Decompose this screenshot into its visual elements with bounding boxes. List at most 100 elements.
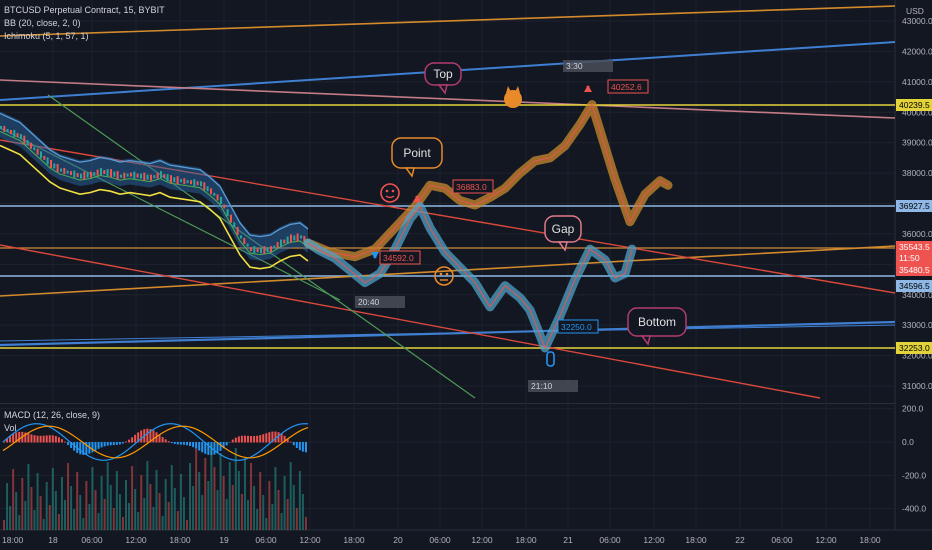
callout-bubble xyxy=(391,137,443,169)
macd-histogram-bar xyxy=(57,437,60,443)
volume-bar xyxy=(88,504,91,530)
legend-vol[interactable]: Vol xyxy=(4,423,17,433)
macd-histogram-bar xyxy=(134,434,137,443)
price-label-box xyxy=(379,250,421,265)
time-label: 3:30 xyxy=(566,61,583,71)
volume-bar xyxy=(131,466,134,530)
macd-histogram-bar xyxy=(240,435,243,443)
smile-face-icon xyxy=(380,183,400,203)
macd-histogram-bar xyxy=(237,436,240,443)
cat-icon-ear xyxy=(506,86,511,93)
macd-histogram-bar xyxy=(176,442,179,445)
volume-bar xyxy=(198,472,201,530)
macd-histogram-bar xyxy=(292,442,295,446)
volume-bar xyxy=(237,471,240,530)
macd-histogram-bar xyxy=(274,431,277,443)
macd-histogram-bar xyxy=(85,442,88,455)
volume-bar xyxy=(146,461,149,530)
volume-bar xyxy=(167,502,170,530)
candle xyxy=(56,164,59,173)
candle xyxy=(176,176,179,185)
volume-bar xyxy=(182,497,185,530)
x-tick-label: 18 xyxy=(48,535,58,545)
macd-histogram-bar xyxy=(118,442,121,445)
macd-histogram-bar xyxy=(94,442,97,451)
trend-line xyxy=(0,244,821,399)
macd-histogram-bar xyxy=(39,435,42,443)
legend-macd[interactable]: MACD (12, 26, close, 9) xyxy=(4,410,101,420)
macd-histogram-bar xyxy=(213,442,216,455)
macd-histogram-bar xyxy=(179,442,182,445)
candle xyxy=(206,186,209,192)
price-label-box xyxy=(557,319,599,334)
macd-histogram-bar xyxy=(97,442,100,449)
candle xyxy=(93,172,96,176)
candle xyxy=(140,173,142,179)
volume-bar xyxy=(118,494,121,530)
x-tick-label: 12:00 xyxy=(815,535,837,545)
volume-bar xyxy=(137,512,140,530)
volume-bar xyxy=(201,495,204,530)
volume-bar xyxy=(164,479,167,530)
candle xyxy=(6,129,9,132)
macd-histogram-bar xyxy=(6,438,9,443)
macd-histogram-bar xyxy=(161,437,164,443)
legend-symbol[interactable]: BTCUSD Perpetual Contract, 15, BYBIT xyxy=(4,5,165,15)
candle xyxy=(256,248,259,253)
volume-bar xyxy=(186,520,188,530)
orange-projection-line xyxy=(307,103,669,258)
candle xyxy=(210,188,212,195)
axis-price-label: 35480.5 xyxy=(899,265,930,275)
candle xyxy=(73,170,76,178)
candle xyxy=(156,172,159,179)
y-tick-label: 40000.0 xyxy=(902,107,932,117)
volume-bar xyxy=(134,489,137,530)
macd-histogram-bar xyxy=(137,432,140,443)
candle xyxy=(23,135,26,144)
legend-ichimoku[interactable]: Ichimoku (5, 1, 57, 1) xyxy=(4,31,89,41)
macd-histogram-bar xyxy=(109,442,112,446)
callout-text: Bottom xyxy=(638,315,676,329)
volume-bar xyxy=(280,513,283,530)
candle xyxy=(173,177,176,183)
x-tick-label: 18:00 xyxy=(685,535,707,545)
x-tick-label: 20 xyxy=(393,535,403,545)
pointing-hand-icon xyxy=(546,351,555,367)
volume-bar xyxy=(94,490,97,530)
volume-bar xyxy=(82,518,85,530)
axis-price-label-box xyxy=(896,342,932,354)
volume-bar xyxy=(67,463,70,530)
macd-histogram-bar xyxy=(231,439,234,443)
candle xyxy=(300,235,302,239)
candle xyxy=(240,235,242,239)
pane-divider xyxy=(0,403,895,404)
candle xyxy=(133,171,136,179)
candle xyxy=(53,163,56,169)
volume-bar xyxy=(45,482,48,530)
neutral-face-icon xyxy=(434,266,454,286)
candle xyxy=(26,140,29,146)
time-label: 20:40 xyxy=(358,297,380,307)
callout-tail xyxy=(640,335,651,346)
y-tick-label: 34000.0 xyxy=(902,290,932,300)
volume-bar xyxy=(256,509,259,530)
volume-bar xyxy=(170,465,173,530)
candle xyxy=(146,174,149,180)
x-tick-label: 18:00 xyxy=(859,535,881,545)
volume-bar xyxy=(250,463,253,530)
y-tick-label: 39000.0 xyxy=(902,138,932,148)
candle xyxy=(283,239,286,244)
candle xyxy=(266,247,269,253)
price-label-box xyxy=(607,79,649,94)
volume-bar xyxy=(115,471,118,530)
candle xyxy=(216,194,219,201)
volume-bar xyxy=(33,510,36,530)
cat-icon xyxy=(504,90,522,108)
volume-bar xyxy=(259,472,262,530)
legend-bb[interactable]: BB (20, close, 2, 0) xyxy=(4,18,81,28)
candle xyxy=(153,175,156,179)
y-tick-label: 42000.0 xyxy=(902,46,932,56)
candle xyxy=(120,174,122,178)
volume-bar xyxy=(240,494,243,530)
